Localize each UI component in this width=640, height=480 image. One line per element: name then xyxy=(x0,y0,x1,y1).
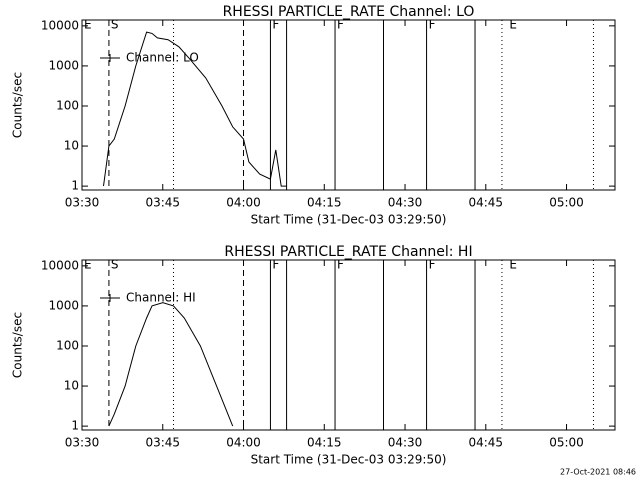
x-tick-label: 03:30 xyxy=(65,196,100,210)
flag-label: F xyxy=(429,258,436,272)
plot-frame xyxy=(81,19,616,191)
flag-label: S xyxy=(111,258,119,272)
x-tick-label: 05:00 xyxy=(549,436,584,450)
y-tick-label: 1 xyxy=(71,179,79,193)
y-tick-label: 10 xyxy=(64,379,79,393)
legend-label: Channel: HI xyxy=(126,291,196,305)
x-tick-label: 04:45 xyxy=(468,436,503,450)
flag-label: E xyxy=(84,18,92,32)
y-tick-label: 1000 xyxy=(48,298,79,312)
flag-label: F xyxy=(429,18,436,32)
x-tick-label: 04:30 xyxy=(388,436,423,450)
data-line xyxy=(103,31,287,187)
flag-label: E xyxy=(509,258,517,272)
flag-label: F xyxy=(337,18,344,32)
flag-label: F xyxy=(272,258,279,272)
x-tick-label: 05:00 xyxy=(549,196,584,210)
flag-label: E xyxy=(509,18,517,32)
x-tick-label: 03:30 xyxy=(65,436,100,450)
x-tick-label: 04:45 xyxy=(468,196,503,210)
y-tick-label: 10 xyxy=(64,139,79,153)
y-tick-label: 1 xyxy=(71,419,79,433)
x-tick-label: 04:15 xyxy=(307,436,342,450)
y-tick-label: 1000 xyxy=(48,58,79,72)
x-axis-label: Start Time (31-Dec-03 03:29:50) xyxy=(251,213,447,227)
x-axis-label: Start Time (31-Dec-03 03:29:50) xyxy=(251,453,447,467)
plot-frame xyxy=(81,259,616,431)
y-tick-label: 100 xyxy=(56,98,79,112)
x-tick-label: 04:00 xyxy=(226,196,261,210)
footer: 27-Oct-2021 08:46 xyxy=(560,468,636,477)
flag-label: F xyxy=(272,18,279,32)
x-tick-label: 04:00 xyxy=(226,436,261,450)
y-axis-label: Counts/sec xyxy=(11,72,25,138)
chart-title: RHESSI PARTICLE_RATE Channel: LO xyxy=(223,4,475,20)
data-line xyxy=(108,302,234,427)
y-tick-label: 10000 xyxy=(41,18,79,32)
y-tick-label: 100 xyxy=(56,338,79,352)
flag-label: E xyxy=(84,258,92,272)
flag-label: S xyxy=(111,18,119,32)
legend-label: Channel: LO xyxy=(126,51,199,65)
flag-label: F xyxy=(337,258,344,272)
x-tick-label: 04:15 xyxy=(307,196,342,210)
chart-title: RHESSI PARTICLE_RATE Channel: HI xyxy=(224,244,472,260)
x-tick-label: 03:45 xyxy=(145,436,180,450)
x-tick-label: 03:45 xyxy=(145,196,180,210)
y-tick-label: 10000 xyxy=(41,258,79,272)
x-tick-label: 04:30 xyxy=(388,196,423,210)
y-axis-label: Counts/sec xyxy=(11,312,25,378)
